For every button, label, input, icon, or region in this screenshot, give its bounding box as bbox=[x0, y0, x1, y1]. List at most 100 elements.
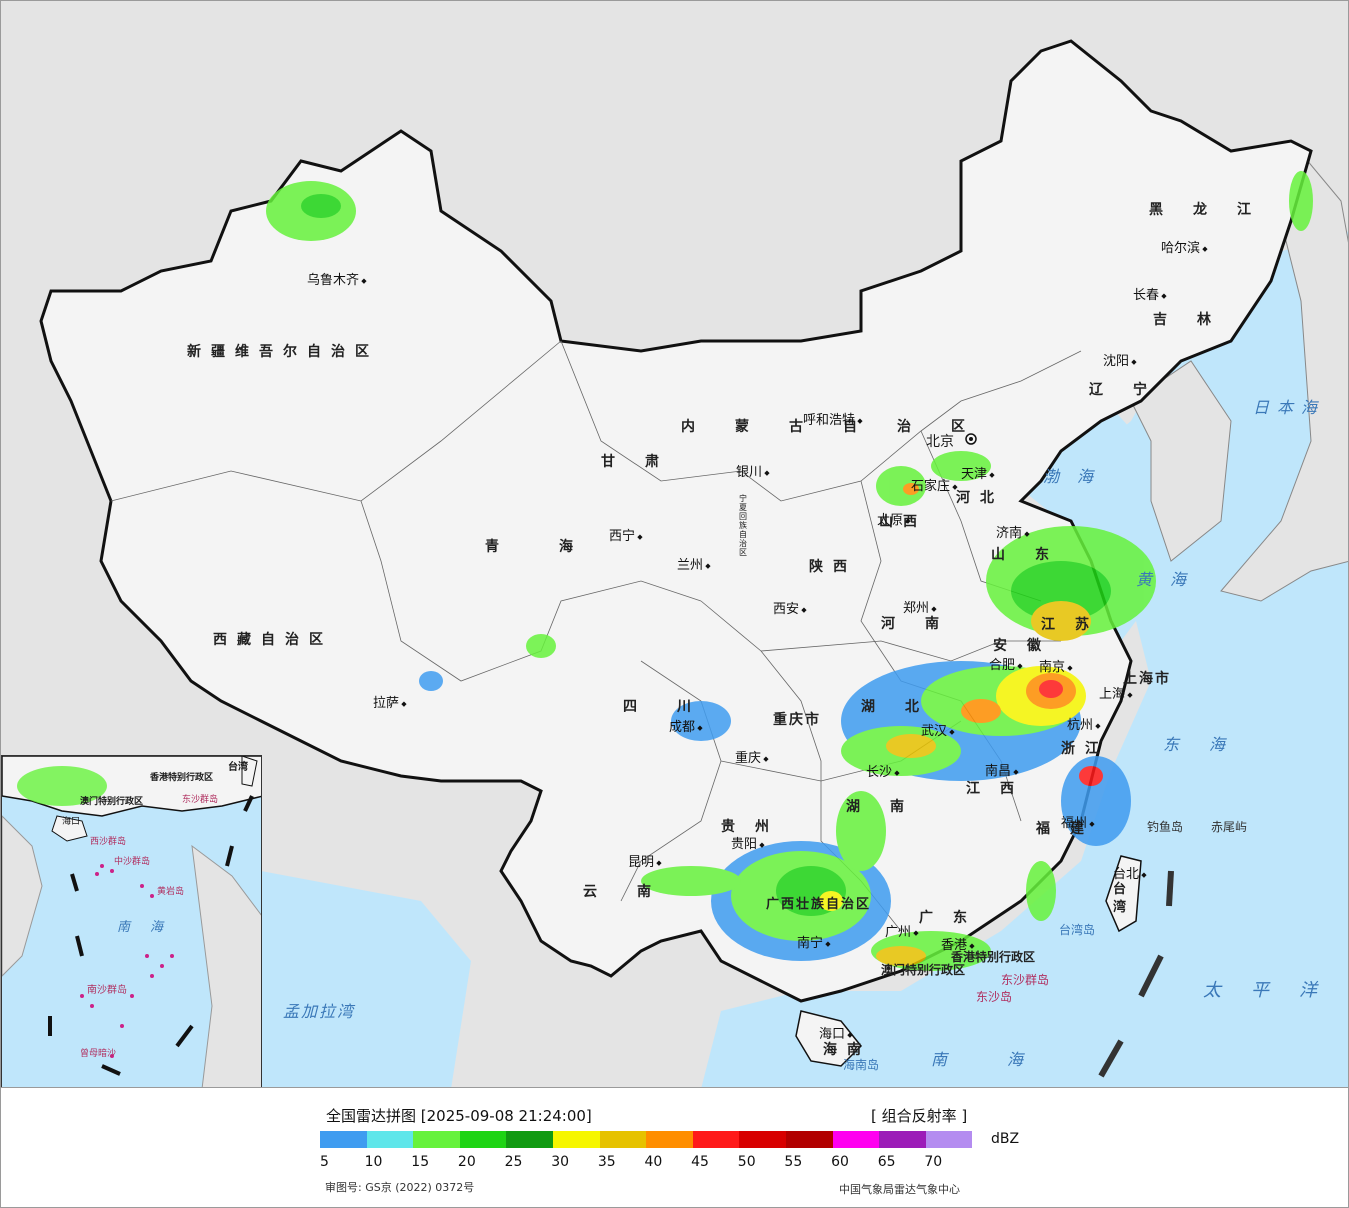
label-hunan: 湖南 bbox=[846, 799, 934, 815]
legend-tick-label: 15 bbox=[411, 1154, 430, 1170]
sea-pacific: 太平洋 bbox=[1203, 980, 1347, 1001]
legend-product: [ 组合反射率 ] bbox=[871, 1107, 968, 1125]
legend-swatch bbox=[879, 1131, 926, 1148]
legend-approval-number: 审图号: GS京 (2022) 0372号 bbox=[325, 1181, 475, 1194]
legend-swatch bbox=[506, 1131, 553, 1148]
city-shenyang: 沈阳 bbox=[1103, 350, 1137, 369]
legend-color-bar bbox=[320, 1131, 973, 1148]
city-chongqing: 重庆 bbox=[735, 747, 769, 766]
legend-swatch bbox=[692, 1131, 740, 1148]
legend-swatch bbox=[599, 1131, 647, 1148]
legend-credit: 中国气象局雷达气象中心 bbox=[839, 1183, 960, 1196]
legend-swatch bbox=[832, 1131, 880, 1148]
legend-tick-label: 10 bbox=[364, 1154, 383, 1170]
city-fuzhou: 福州 bbox=[1061, 812, 1095, 831]
legend-panel: 全国雷达拼图 [2025-09-08 21:24:00] [ 组合反射率 ] d… bbox=[0, 1088, 1349, 1208]
sea-bengal: 孟加拉湾 bbox=[283, 1002, 356, 1021]
legend-tick-label: 40 bbox=[644, 1154, 663, 1170]
city-lanzhou: 兰州 bbox=[677, 554, 711, 573]
inset-label-nanhai: 南海 bbox=[117, 920, 184, 935]
inset-dashes bbox=[48, 795, 254, 1076]
label-guizhou: 贵州 bbox=[721, 819, 789, 835]
city-kunming: 昆明 bbox=[628, 851, 662, 870]
label-hainan: 海南 bbox=[823, 1042, 871, 1058]
city-guangzhou: 广州 bbox=[885, 921, 919, 940]
legend-tick-label: 50 bbox=[737, 1154, 756, 1170]
label-diaoyu: 钓鱼岛 bbox=[1147, 820, 1184, 834]
inset-label-taiwan: 台湾 bbox=[228, 762, 248, 773]
inset-label-huangyan: 黄岩岛 bbox=[157, 887, 185, 897]
city-jinan: 济南 bbox=[996, 522, 1030, 541]
city-changsha: 长沙 bbox=[866, 761, 900, 780]
label-hebei: 河北 bbox=[956, 490, 1004, 506]
sea-japan: 日本海 bbox=[1253, 398, 1326, 417]
city-shanghai: 上海 bbox=[1099, 683, 1133, 702]
inset-label-zhongsha: 中沙群岛 bbox=[114, 857, 151, 867]
beijing-capital-marker bbox=[965, 433, 977, 445]
city-taipei: 台北 bbox=[1113, 863, 1147, 882]
label-xizang: 西藏自治区 bbox=[213, 632, 333, 648]
inset-label-nansha: 南沙群岛 bbox=[87, 985, 127, 996]
label-jilin: 吉林 bbox=[1153, 312, 1241, 328]
city-zhengzhou: 郑州 bbox=[903, 597, 937, 616]
legend-tick-label: 55 bbox=[784, 1154, 803, 1170]
city-harbin: 哈尔滨 bbox=[1161, 237, 1208, 256]
label-heilongjiang: 黑龙江 bbox=[1149, 202, 1281, 218]
sea-bohai: 渤海 bbox=[1043, 467, 1112, 486]
city-lhasa: 拉萨 bbox=[373, 692, 407, 711]
legend-tick-label: 25 bbox=[504, 1154, 523, 1170]
label-guangdong: 广东 bbox=[919, 910, 987, 926]
city-taiyuan: 太原 bbox=[877, 509, 911, 528]
korea bbox=[1130, 360, 1232, 562]
legend-tick-label: 65 bbox=[877, 1154, 896, 1170]
label-guangxi: 广西壮族自治区 bbox=[766, 897, 872, 912]
legend-tick-label: 5 bbox=[320, 1154, 329, 1170]
japan bbox=[1220, 139, 1348, 602]
legend-swatch bbox=[413, 1131, 460, 1148]
label-taiwan-island: 台湾岛 bbox=[1059, 923, 1096, 937]
city-hefei: 合肥 bbox=[989, 654, 1023, 673]
city-beijing: 北京 bbox=[926, 434, 954, 450]
city-urumqi: 乌鲁木齐 bbox=[307, 269, 367, 288]
label-shaanxi: 陕西 bbox=[809, 559, 857, 575]
label-qinghai: 青海 bbox=[485, 539, 633, 555]
legend-swatch bbox=[552, 1131, 600, 1148]
city-haikou: 海口 bbox=[819, 1023, 853, 1042]
city-changchun: 长春 bbox=[1133, 284, 1167, 303]
inset-islands bbox=[80, 864, 174, 1058]
label-yunnan: 云南 bbox=[583, 884, 691, 900]
label-taiwan: 台湾 bbox=[1113, 882, 1129, 915]
city-hongkong: 香港 bbox=[941, 934, 975, 953]
label-hubei: 湖北 bbox=[861, 699, 949, 715]
inset-label-haikou: 海口 bbox=[62, 817, 81, 827]
city-guiyang: 贵阳 bbox=[731, 833, 765, 852]
city-wuhan: 武汉 bbox=[921, 720, 955, 739]
label-ningxia: 宁夏回族自治区 bbox=[739, 494, 747, 557]
label-gansu: 甘肃 bbox=[601, 454, 689, 470]
label-henan: 河南 bbox=[881, 616, 969, 632]
inset-label-dongsha: 东沙群岛 bbox=[182, 795, 219, 805]
inset-graphics bbox=[2, 756, 261, 1087]
label-macao-sar: 澳门特别行政区 bbox=[881, 963, 966, 977]
label-xinjiang: 新疆维吾尔自治区 bbox=[187, 344, 379, 360]
legend-ticks: 5 10 15 20 25 30 35 40 45 50 55 60 65 70 bbox=[320, 1154, 960, 1174]
sea-nanhai: 南海 bbox=[931, 1050, 1084, 1069]
inset-label-macao: 澳门特别行政区 bbox=[80, 797, 144, 807]
label-chongqing-shi: 重庆市 bbox=[773, 712, 821, 728]
label-dongsha-islands: 东沙群岛 bbox=[1001, 973, 1050, 987]
legend-tick-label: 20 bbox=[457, 1154, 476, 1170]
legend-swatch bbox=[366, 1131, 414, 1148]
city-xining: 西宁 bbox=[609, 525, 643, 544]
boundary-dashes bbox=[1098, 870, 1174, 1078]
legend-swatch bbox=[646, 1131, 693, 1148]
legend-tick-label: 45 bbox=[691, 1154, 709, 1170]
bay-of-bengal bbox=[261, 871, 471, 1087]
legend-swatch bbox=[925, 1131, 973, 1148]
legend-swatch bbox=[785, 1131, 833, 1148]
inset-label-hk: 香港特别行政区 bbox=[150, 773, 214, 783]
legend-swatch bbox=[320, 1131, 367, 1148]
label-chiwei: 赤尾屿 bbox=[1211, 820, 1248, 834]
legend-tick-label: 60 bbox=[831, 1154, 849, 1170]
city-chengdu: 成都 bbox=[669, 716, 703, 735]
legend-tick-label: 35 bbox=[597, 1154, 616, 1170]
